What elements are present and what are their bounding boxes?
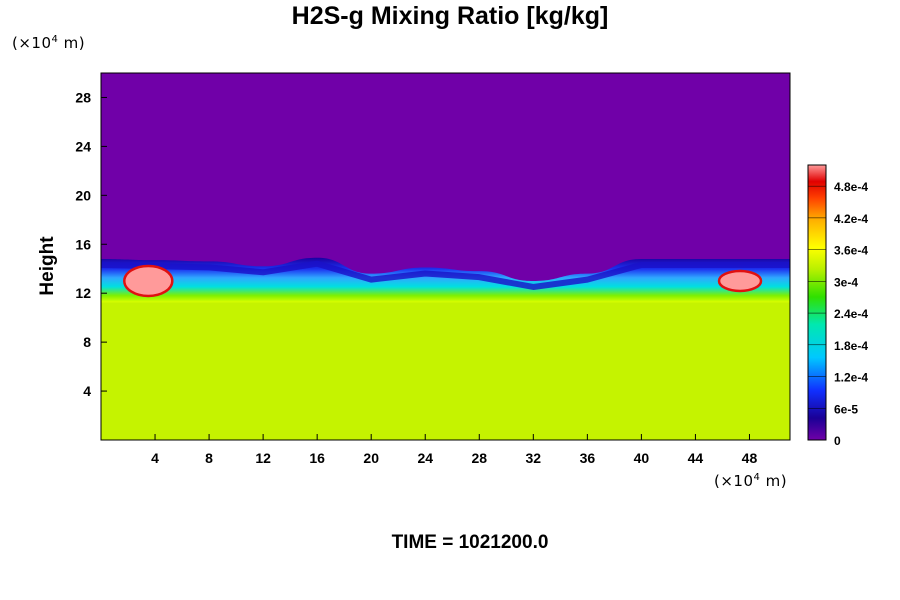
x-tick-label: 24 bbox=[417, 450, 433, 466]
x-tick-label: 44 bbox=[688, 450, 704, 466]
x-tick-label: 28 bbox=[471, 450, 487, 466]
x-tick-label: 40 bbox=[634, 450, 650, 466]
y-axis-unit: (×104 m) bbox=[12, 34, 86, 52]
colorbar-tick-label: 6e-5 bbox=[834, 402, 858, 416]
y-tick-label: 8 bbox=[83, 334, 91, 350]
x-tick-label: 32 bbox=[526, 450, 542, 466]
x-tick-label: 48 bbox=[742, 450, 758, 466]
x-tick-label: 36 bbox=[580, 450, 596, 466]
colorbar-tick-label: 2.4e-4 bbox=[834, 307, 868, 321]
colorbar-tick-label: 4.2e-4 bbox=[834, 212, 868, 226]
y-tick-label: 12 bbox=[75, 285, 91, 301]
colorbar-tick-label: 1.2e-4 bbox=[834, 371, 868, 385]
colorbar-tick-label: 0 bbox=[834, 434, 841, 448]
x-tick-label: 4 bbox=[151, 450, 159, 466]
y-tick-label: 20 bbox=[75, 187, 91, 203]
plot-frame bbox=[100, 72, 791, 441]
field-layer bbox=[100, 73, 790, 440]
y-tick-label: 28 bbox=[75, 89, 91, 105]
colorbar-gradient bbox=[807, 164, 827, 441]
colorbar-tick-label: 1.8e-4 bbox=[834, 339, 868, 353]
high-concentration-patch bbox=[123, 264, 174, 298]
x-tick-label: 12 bbox=[255, 450, 271, 466]
x-axis-unit: (×104 m) bbox=[714, 472, 788, 490]
interface-ripple bbox=[100, 260, 790, 290]
colorbar-tick-label: 3e-4 bbox=[834, 275, 858, 289]
colorbar: 0 6e-5 1.2e-4 1.8e-4 2.4e-4 3e-4 3.6e-4 4.2e-4 4… bbox=[807, 164, 868, 448]
y-tick-label: 24 bbox=[75, 138, 91, 154]
time-label: TIME = 1021200.0 bbox=[391, 532, 549, 553]
lower-layer bbox=[101, 299, 790, 440]
x-tick-label: 8 bbox=[205, 450, 213, 466]
colorbar-tick-label: 3.6e-4 bbox=[834, 244, 868, 258]
x-tick-label: 20 bbox=[363, 450, 379, 466]
chart-title: H2S-g Mixing Ratio [kg/kg] bbox=[291, 2, 609, 30]
y-tick-label: 4 bbox=[83, 383, 91, 399]
colorbar-tick-label: 4.8e-4 bbox=[834, 180, 868, 194]
x-tick-label: 16 bbox=[309, 450, 325, 466]
high-concentration-patch bbox=[717, 269, 763, 293]
y-tick-label: 16 bbox=[75, 236, 91, 252]
